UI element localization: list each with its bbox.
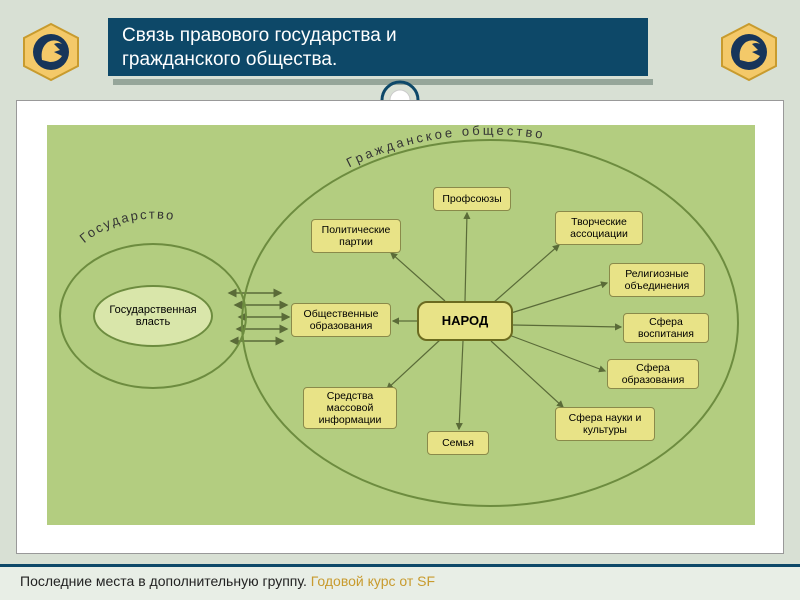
- center-node-narod: НАРОД: [417, 301, 513, 341]
- logo-right: [718, 22, 780, 82]
- state-power-node: Государственная власть: [93, 285, 213, 347]
- title-line-1: Связь правового государства и: [122, 25, 397, 46]
- state-arc-label: Государство: [77, 207, 177, 246]
- node-family: Семья: [427, 431, 489, 455]
- title-line-2: гражданского общества.: [122, 49, 337, 70]
- node-religious: Религиозные объединения: [609, 263, 705, 297]
- footer: Последние места в дополнительную группу.…: [0, 564, 800, 600]
- node-creative-assoc: Творческие ассоциации: [555, 211, 643, 245]
- footer-text-gold: Годовой курс от SF: [311, 573, 435, 589]
- node-political-parties: Политические партии: [311, 219, 401, 253]
- content-frame: Государство Гражданское общество Государ…: [16, 100, 784, 554]
- svg-text:Государство: Государство: [77, 207, 177, 246]
- logo-left: [20, 22, 82, 82]
- node-sphere-education: Сфера образования: [607, 359, 699, 389]
- node-sphere-upbringing: Сфера воспитания: [623, 313, 709, 343]
- diagram: Государство Гражданское общество Государ…: [47, 125, 755, 525]
- node-sphere-science: Сфера науки и культуры: [555, 407, 655, 441]
- center-label: НАРОД: [442, 314, 488, 329]
- state-power-label: Государственная власть: [99, 304, 207, 328]
- footer-text-dark: Последние места в дополнительную группу.: [20, 573, 311, 589]
- slide-title: Связь правового государства и гражданско…: [108, 18, 648, 76]
- node-public-formations: Общественные образования: [291, 303, 391, 337]
- node-unions: Профсоюзы: [433, 187, 511, 211]
- node-mass-media: Средства массовой информации: [303, 387, 397, 429]
